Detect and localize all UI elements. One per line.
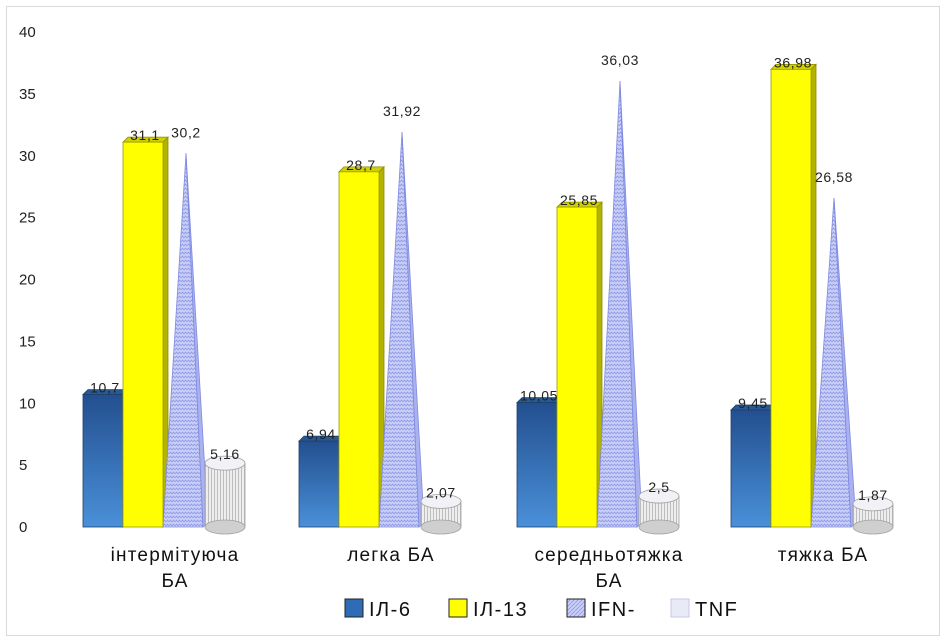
data-label: 30,2 (171, 124, 201, 140)
data-label: 31,1 (130, 127, 160, 143)
bar-2-3 (556, 201, 603, 528)
data-label: 28,7 (346, 157, 376, 173)
y-tick-label: 40 (19, 24, 36, 41)
data-label: 9,45 (738, 395, 768, 411)
y-tick-label: 5 (19, 457, 27, 474)
legend-swatch (670, 598, 690, 618)
data-label: 2,5 (648, 479, 669, 495)
bar-3-4 (810, 198, 857, 528)
bar-chart: 0 5 10 15 20 25 30 35 40 інтермітуюча БА легка БА се… (19, 24, 894, 621)
bar-3-3 (596, 81, 643, 528)
legend-swatch (566, 598, 586, 618)
data-label: 2,07 (426, 484, 456, 500)
chart-frame: 0 5 10 15 20 25 30 35 40 інтермітуюча БА легка БА се… (6, 6, 940, 636)
bar-1-2 (298, 435, 345, 528)
y-tick-label: 10 (19, 395, 36, 412)
bar-1-4 (730, 404, 777, 528)
data-label: 36,98 (774, 54, 812, 70)
bar-2-2 (338, 165, 385, 528)
bar-4-1 (204, 455, 246, 535)
legend-label: IFN- (591, 599, 636, 621)
legend-label: ІЛ-13 (473, 599, 528, 621)
bar-4-4 (852, 496, 894, 535)
y-tick-label: 15 (19, 333, 36, 350)
bar-3-1 (162, 153, 209, 528)
bar-3-2 (378, 131, 425, 528)
y-tick-label: 35 (19, 86, 36, 103)
bar-4-2 (420, 493, 462, 535)
bar-1-1 (82, 388, 129, 528)
y-tick-label: 0 (19, 519, 27, 536)
y-tick-label: 25 (19, 210, 36, 227)
data-label: 5,16 (210, 446, 240, 462)
bar-1-3 (516, 396, 563, 528)
data-label: 31,92 (383, 103, 421, 119)
data-label: 36,03 (601, 52, 639, 68)
y-tick-label: 20 (19, 272, 36, 289)
legend-label: ІЛ-6 (369, 599, 411, 621)
data-label: 6,94 (306, 426, 336, 442)
x-category-label: тяжка БА (778, 545, 869, 566)
x-category-label: інтермітуюча БА (111, 545, 240, 592)
data-label: 10,05 (520, 388, 558, 404)
bar-4-3 (638, 488, 680, 535)
bar-2-4 (770, 63, 817, 528)
bar-2-1 (122, 136, 169, 528)
x-category-label: легка БА (347, 545, 434, 566)
legend-swatch (448, 598, 468, 618)
data-label: 25,85 (560, 192, 598, 208)
legend-swatch (344, 598, 364, 618)
data-label: 1,87 (858, 487, 888, 503)
data-label: 10,7 (90, 380, 120, 396)
legend-label: TNF (695, 599, 738, 621)
data-label: 26,58 (815, 169, 853, 185)
y-tick-label: 30 (19, 148, 36, 165)
x-category-label: середньотяжка БА (534, 545, 683, 592)
